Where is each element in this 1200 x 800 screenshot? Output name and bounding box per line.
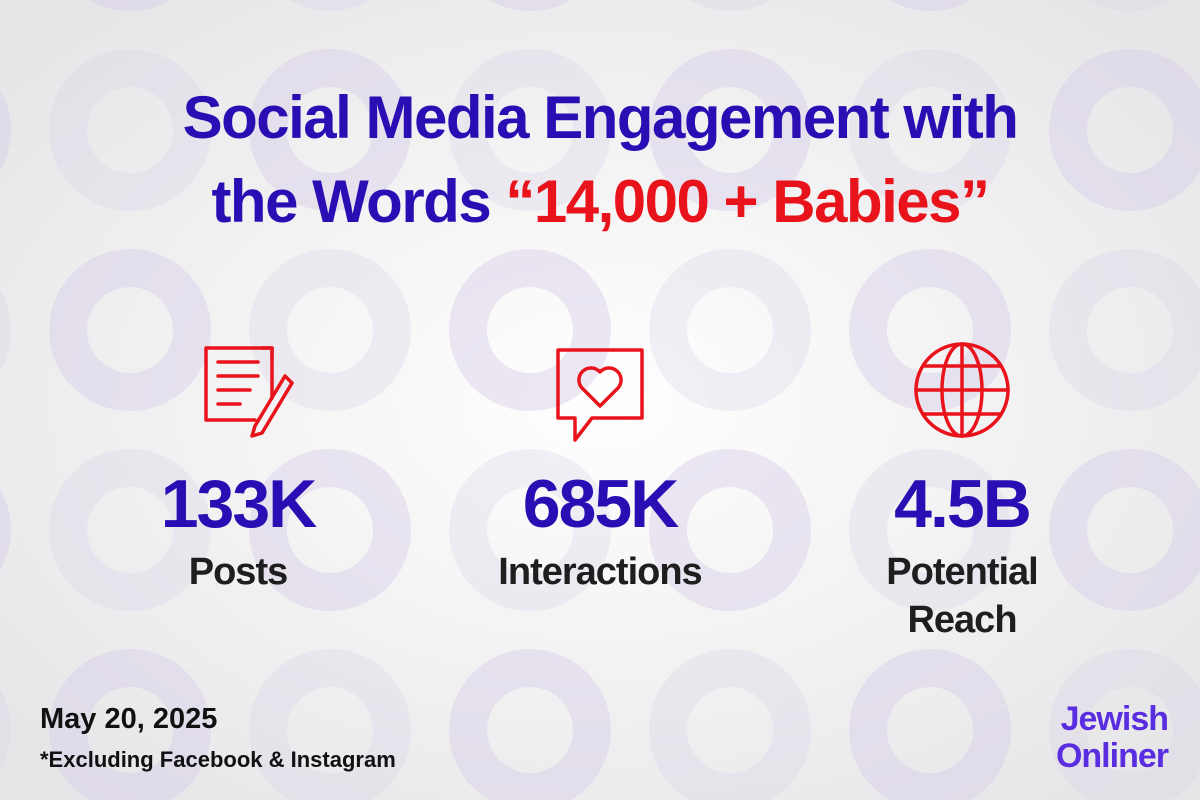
stat-label: Interactions <box>498 551 701 593</box>
stat-value: 4.5B <box>894 466 1030 542</box>
stat-value: 133K <box>161 466 317 542</box>
note: *Excluding Facebook & Instagram <box>40 747 396 772</box>
title-line1: Social Media Engagement with <box>183 84 1018 151</box>
title-text: the Words <box>211 168 490 235</box>
stat-label: Potential <box>886 551 1037 593</box>
stat-label: Posts <box>189 551 287 593</box>
title-line2: the Words “14,000 + Babies” <box>211 168 988 235</box>
date: May 20, 2025 <box>40 703 217 735</box>
stat-value: 685K <box>523 466 679 542</box>
logo-line1: Jewish <box>1061 700 1168 738</box>
title-highlight: “14,000 + Babies” <box>505 168 988 235</box>
stat-label: Reach <box>907 599 1016 641</box>
posts-icon <box>204 346 294 438</box>
logo-line2: Onliner <box>1056 737 1169 775</box>
interactions-icon <box>556 348 644 442</box>
reach-icon <box>914 342 1010 438</box>
